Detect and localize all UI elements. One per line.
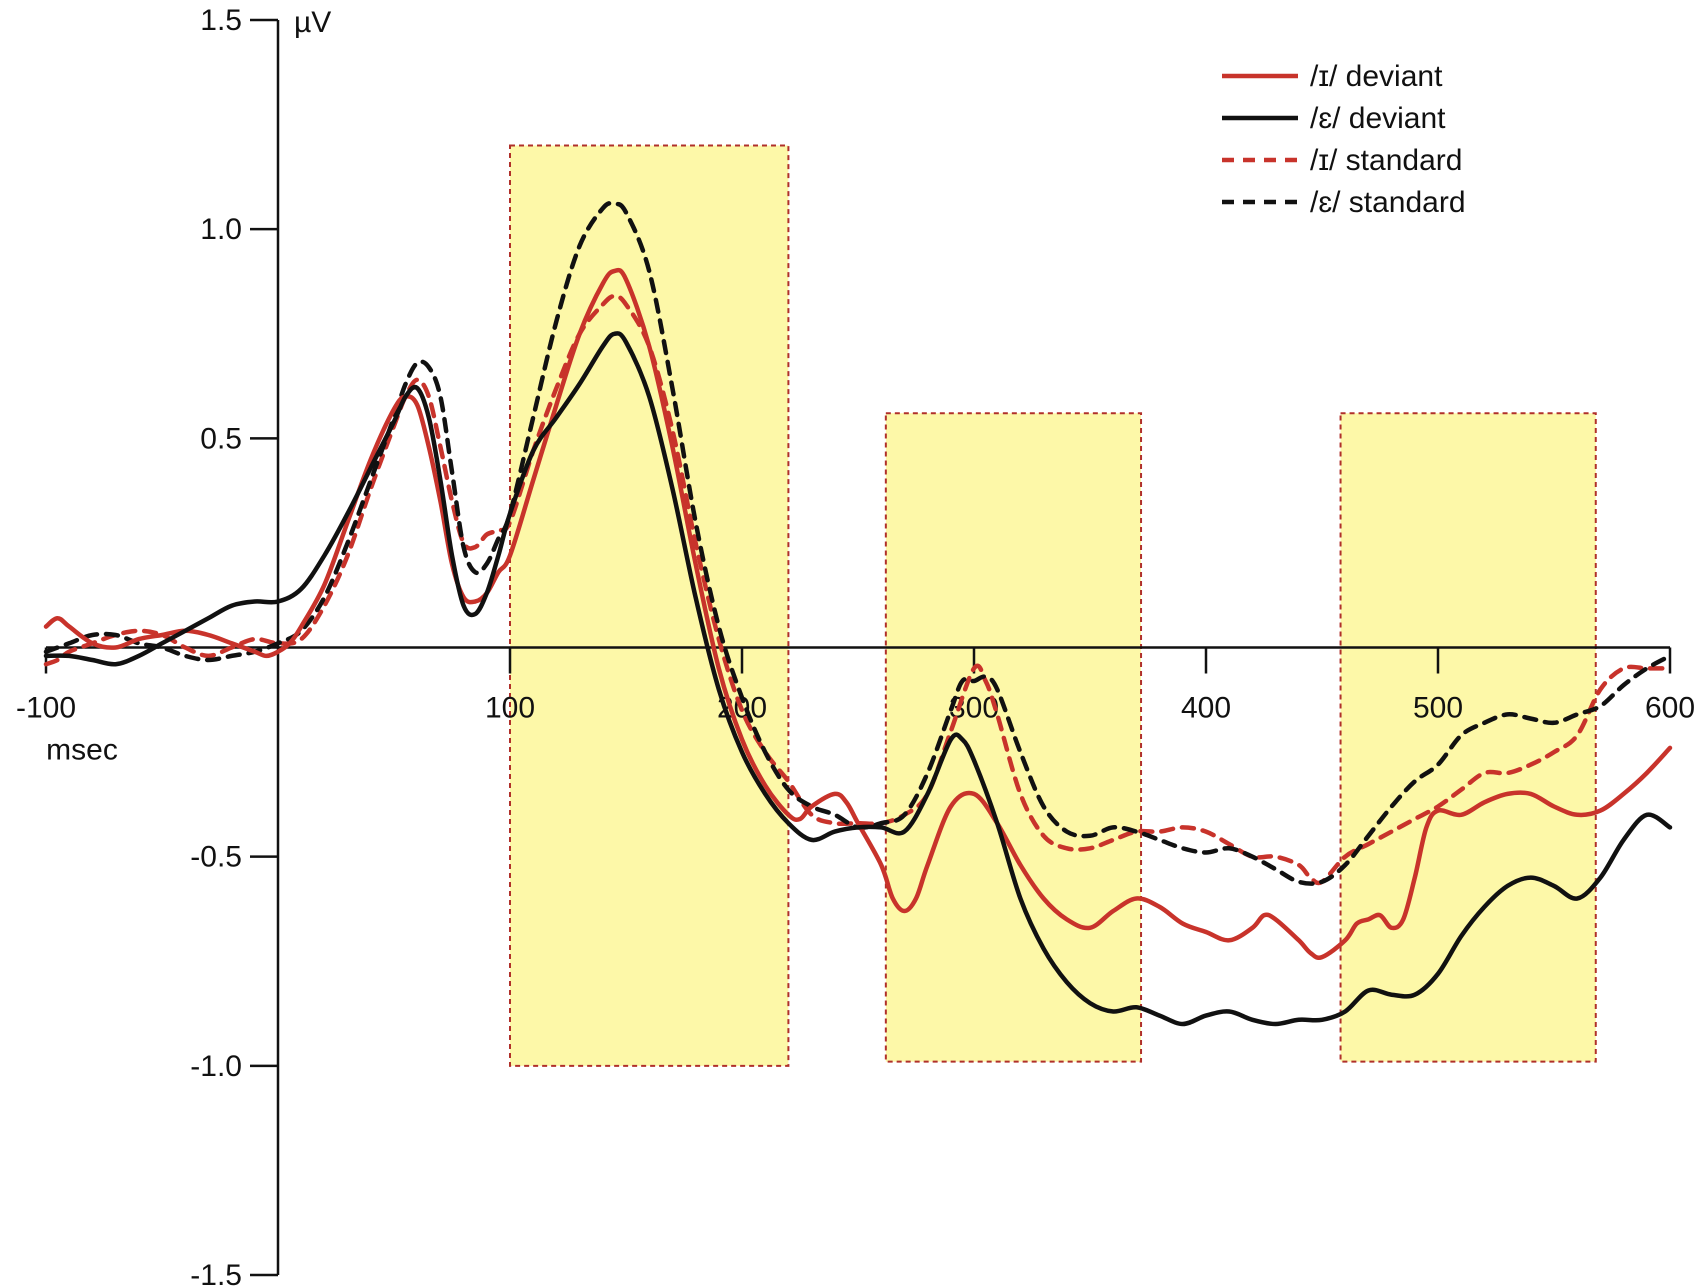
x-axis-unit-label: msec: [46, 734, 118, 767]
y-tick-label: -0.5: [190, 841, 242, 874]
highlight-windows: [509, 144, 1597, 1067]
x-tick-label: -100: [16, 692, 76, 725]
y-tick-label: -1.5: [190, 1259, 242, 1288]
x-tick-label: 600: [1645, 692, 1695, 725]
series-i-deviant-line: [43, 267, 1673, 960]
y-ticks: 1.5 1.0 0.5 -0.5 -1.0 -1.5: [190, 4, 278, 1288]
legend-item-i-standard-label: /ɪ/ standard: [1310, 144, 1462, 177]
axes: 1.51.00.5-0.5-1.0-1.5 -100 100 200 300 400 50…: [16, 4, 1695, 1288]
highlight-window-1: [509, 144, 790, 1067]
legend: /ɪ/ deviant/ɛ/ deviant/ɪ/ standard/ɛ/ st…: [1222, 60, 1466, 219]
y-axis-unit-label: µV: [294, 6, 331, 39]
y-tick-label: 1.0: [200, 213, 242, 246]
x-tick-label: 400: [1181, 692, 1231, 725]
legend-item-e-standard-label: /ɛ/ standard: [1310, 186, 1466, 219]
series-lines: [43, 201, 1673, 1027]
y-tick-label: 1.5: [200, 4, 242, 37]
series-e-deviant-line: [43, 331, 1673, 1027]
highlight-window-2: [884, 412, 1143, 1063]
y-tick-label: 0.5: [200, 422, 242, 455]
legend-item-i-deviant-label: /ɪ/ deviant: [1310, 60, 1443, 93]
y-tick-label: -1.0: [190, 1050, 242, 1083]
series-i-standard-line: [43, 293, 1673, 886]
x-tick-label: 500: [1413, 692, 1463, 725]
x-tick-label: 100: [485, 692, 535, 725]
legend-item-e-deviant-label: /ɛ/ deviant: [1310, 102, 1446, 135]
series-e-standard-line: [43, 201, 1673, 886]
highlight-window-3: [1339, 412, 1597, 1063]
